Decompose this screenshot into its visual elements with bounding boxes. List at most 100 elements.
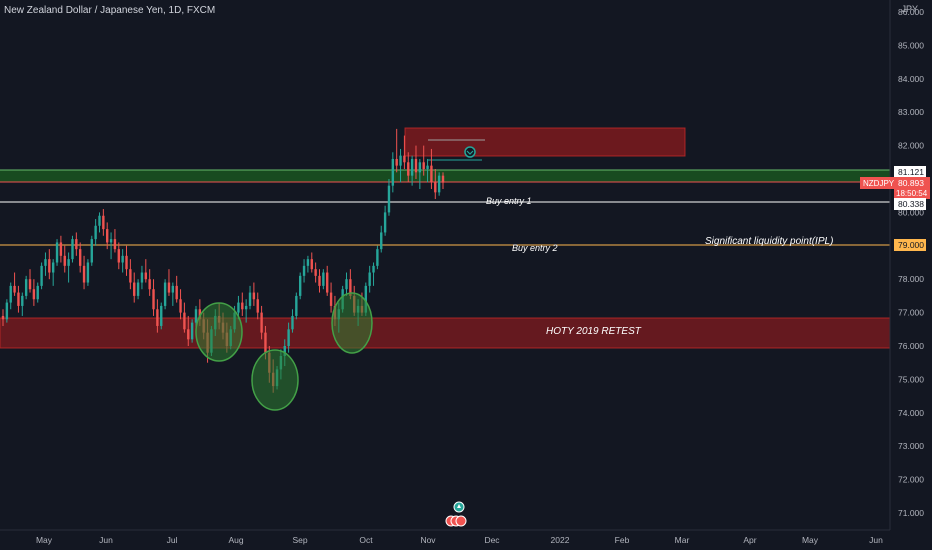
candle-body bbox=[86, 262, 90, 283]
candle-body bbox=[140, 272, 144, 283]
candle-body bbox=[75, 239, 78, 250]
candle-body bbox=[322, 272, 325, 286]
candle bbox=[306, 255, 310, 273]
candle bbox=[36, 282, 39, 303]
candle bbox=[140, 265, 144, 290]
green-resistance-zone[interactable] bbox=[0, 170, 890, 182]
support-ellipse-1[interactable] bbox=[195, 302, 243, 362]
event-icon-dividends[interactable] bbox=[445, 515, 467, 527]
candle-body bbox=[55, 242, 59, 263]
candle bbox=[32, 279, 36, 306]
candle-body bbox=[136, 282, 140, 296]
candle bbox=[75, 232, 78, 256]
candle-body bbox=[198, 309, 202, 320]
candle bbox=[376, 245, 379, 270]
candle bbox=[372, 262, 375, 286]
candle bbox=[9, 282, 12, 310]
time-tick-label: Dec bbox=[484, 535, 500, 545]
candle bbox=[326, 265, 329, 296]
price-tick-label: 73.000 bbox=[898, 441, 924, 451]
candle-body bbox=[71, 239, 74, 260]
candle-body bbox=[67, 259, 70, 266]
candle bbox=[121, 249, 124, 273]
candle-body bbox=[372, 265, 375, 273]
candle-body bbox=[90, 239, 93, 263]
candle bbox=[106, 222, 109, 250]
time-tick-label: Apr bbox=[743, 535, 756, 545]
candle bbox=[190, 319, 194, 343]
price-tick-label: 76.000 bbox=[898, 341, 924, 351]
candle-body bbox=[364, 285, 368, 313]
supply-zone-top[interactable] bbox=[404, 127, 686, 157]
event-icon-earnings[interactable] bbox=[453, 501, 465, 513]
candle-body bbox=[244, 305, 248, 310]
candle-body bbox=[391, 158, 395, 186]
candle bbox=[28, 269, 32, 293]
time-tick-label: 2022 bbox=[551, 535, 570, 545]
candle-body bbox=[98, 215, 101, 226]
svg-text:80.893: 80.893 bbox=[898, 178, 924, 188]
candle bbox=[407, 152, 410, 183]
candle bbox=[434, 168, 437, 200]
candle-body bbox=[387, 185, 391, 213]
candle bbox=[51, 259, 55, 286]
candle-body bbox=[51, 262, 55, 273]
candle bbox=[148, 269, 151, 296]
candle-body bbox=[63, 255, 66, 266]
candle-body bbox=[314, 269, 317, 276]
candle-body bbox=[5, 302, 9, 320]
candle-body bbox=[248, 292, 252, 306]
candle-body bbox=[183, 312, 186, 330]
candle bbox=[136, 279, 140, 300]
candle bbox=[129, 259, 132, 290]
time-tick-label: Jun bbox=[99, 535, 113, 545]
candle bbox=[414, 145, 418, 179]
price-tick-label: 83.000 bbox=[898, 107, 924, 117]
candle-body bbox=[160, 305, 163, 326]
candle bbox=[260, 305, 263, 340]
candle bbox=[102, 209, 105, 236]
target-icon[interactable] bbox=[464, 146, 476, 158]
support-ellipse-2[interactable] bbox=[251, 349, 299, 411]
candle-body bbox=[133, 282, 136, 296]
candle bbox=[295, 292, 298, 320]
candle-body bbox=[129, 269, 132, 283]
price-tick-label: 85.000 bbox=[898, 40, 924, 50]
candle-body bbox=[190, 322, 194, 340]
hoty-demand-zone[interactable] bbox=[0, 317, 891, 349]
candle bbox=[368, 265, 371, 293]
candle bbox=[175, 275, 178, 303]
candle-body bbox=[260, 312, 263, 333]
support-ellipse-3[interactable] bbox=[331, 292, 373, 354]
candle bbox=[144, 259, 148, 283]
candle bbox=[179, 289, 182, 320]
svg-text:NZDJPY: NZDJPY bbox=[863, 179, 895, 188]
candle-body bbox=[59, 242, 63, 256]
candle-body bbox=[187, 329, 190, 340]
candle bbox=[287, 322, 290, 353]
candle-body bbox=[395, 158, 398, 166]
candle-body bbox=[376, 249, 379, 266]
candle-body bbox=[302, 265, 306, 276]
candle bbox=[55, 239, 59, 266]
candle bbox=[310, 252, 313, 273]
price-tag-ipl: 79.000 bbox=[894, 239, 926, 251]
time-axis[interactable]: May Jun Jul Aug Sep Oct Nov Dec 2022 Feb Mar Apr May… bbox=[36, 535, 883, 545]
candle bbox=[430, 148, 433, 190]
candle-body bbox=[117, 249, 120, 263]
price-tick-label: 74.000 bbox=[898, 408, 924, 418]
candle bbox=[82, 255, 86, 290]
candle-body bbox=[441, 175, 445, 183]
candle bbox=[160, 302, 163, 330]
candle bbox=[156, 299, 159, 333]
svg-text:80.338: 80.338 bbox=[898, 199, 924, 209]
price-tag-buy-entry-1: 80.338 bbox=[894, 198, 926, 210]
candle-body bbox=[380, 232, 383, 250]
candle bbox=[183, 302, 186, 333]
candle bbox=[302, 259, 306, 283]
price-tick-label: 84.000 bbox=[898, 74, 924, 84]
candle-body bbox=[17, 292, 20, 306]
price-axis[interactable]: 71.000 72.000 73.000 74.000 75.000 76.000 77.0… bbox=[898, 7, 924, 518]
candle-body bbox=[310, 259, 313, 270]
